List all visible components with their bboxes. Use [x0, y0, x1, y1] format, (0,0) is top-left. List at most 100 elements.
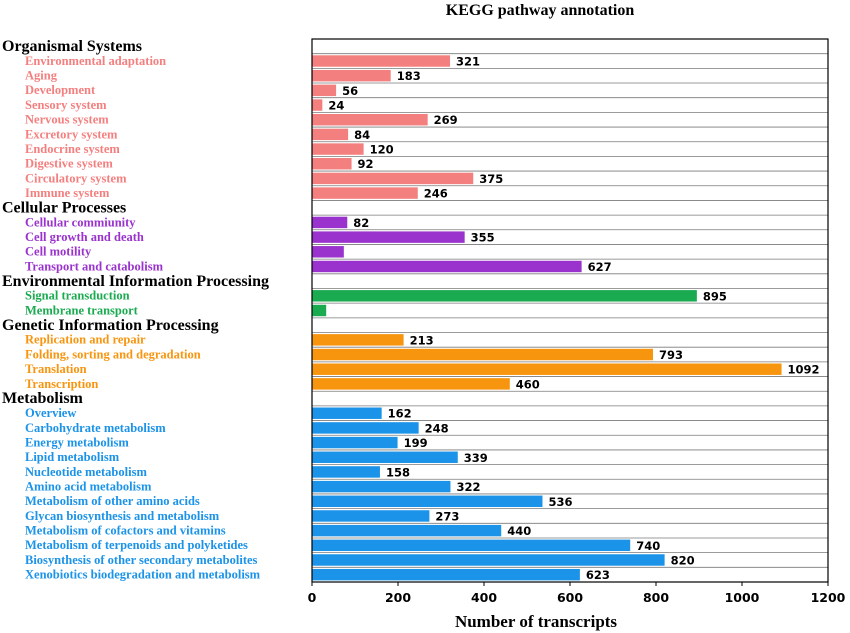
value-label-glycan-biosynthesis-and-metabolism: 273: [435, 509, 459, 523]
x-axis-label: Number of transcripts: [455, 612, 617, 631]
value-label-excretory-system: 84: [354, 128, 370, 142]
category-label-amino-acid-metabolism: Amino acid metabolism: [25, 479, 152, 493]
group-label-environmental-information-processing: Environmental Information Processing: [2, 273, 269, 290]
x-tick-label: 1200: [811, 590, 846, 605]
category-label-signal-transduction: Signal transduction: [25, 289, 130, 303]
category-label-glycan-biosynthesis-and-metabolism: Glycan biosynthesis and metabolism: [25, 509, 220, 523]
value-label-metabolism-of-terpenoids-and-polyketides: 740: [636, 539, 660, 553]
bar-environmental-adaptation: [312, 55, 451, 67]
category-label-replication-and-repair: Replication and repair: [25, 333, 146, 347]
category-label-metabolism-of-other-amino-acids: Metabolism of other amino acids: [25, 494, 200, 508]
group-label-organismal-systems: Organismal Systems: [2, 38, 142, 55]
value-label-metabolism-of-cofactors-and-vitamins: 440: [507, 524, 531, 538]
group-label-genetic-information-processing: Genetic Information Processing: [2, 317, 219, 334]
value-label-replication-and-repair: 213: [410, 333, 434, 347]
value-label-immune-system: 246: [424, 187, 448, 201]
bar-transcription: [312, 378, 510, 390]
category-label-development: Development: [25, 83, 96, 97]
bar-biosynthesis-of-other-secondary-metabolites: [312, 554, 665, 566]
value-label-translation: 1092: [788, 363, 820, 377]
x-tick-label: 1000: [725, 590, 760, 605]
bar-overview: [312, 407, 382, 419]
value-label-energy-metabolism: 199: [404, 436, 428, 450]
value-label-circulatory-system: 375: [479, 172, 503, 186]
value-label-carbohydrate-metabolism: 248: [425, 421, 449, 435]
value-label-xenobiotics-biodegradation-and-metabolism: 623: [586, 568, 610, 582]
group-label-metabolism: Metabolism: [2, 390, 84, 407]
bar-membrane-transport: [312, 304, 327, 317]
group-labels: Organismal Systems Cellular Processes Envi…: [2, 38, 269, 407]
category-label-environmental-adaptation: Environmental adaptation: [25, 54, 166, 68]
category-label-sensory-system: Sensory system: [25, 98, 107, 112]
category-label-xenobiotics-biodegradation-and-metabolism: Xenobiotics biodegradation and metabolis…: [25, 568, 261, 582]
bar-signal-transduction: [312, 290, 697, 302]
category-label-aging: Aging: [25, 69, 58, 83]
category-label-digestive-system: Digestive system: [25, 157, 113, 171]
value-label-transcription: 460: [516, 377, 540, 391]
category-label-overview: Overview: [25, 406, 76, 420]
bar-metabolism-of-other-amino-acids: [312, 495, 543, 508]
x-axis: 0 200 400 600 800 1000 1200: [308, 582, 846, 605]
bar-translation: [312, 363, 782, 375]
bar-metabolism-of-terpenoids-and-polyketides: [312, 539, 631, 552]
x-tick-label: 0: [308, 590, 317, 605]
bar-lipid-metabolism: [312, 451, 458, 463]
value-label-nervous-system: 269: [434, 113, 458, 127]
category-label-cellular-commiunity: Cellular commiunity: [25, 215, 136, 229]
bar-energy-metabolism: [312, 436, 398, 449]
bar-circulatory-system: [312, 172, 474, 185]
value-label-environmental-adaptation: 321: [456, 55, 480, 69]
value-label-folding-sorting-and-degradation: 793: [659, 348, 683, 362]
value-label-metabolism-of-other-amino-acids: 536: [548, 495, 572, 509]
bar-replication-and-repair: [312, 334, 404, 346]
bar-excretory-system: [312, 128, 349, 141]
chart-title: KEGG pathway annotation: [446, 2, 635, 19]
bar-immune-system: [312, 187, 418, 199]
category-label-membrane-transport: Membrane transport: [25, 303, 139, 317]
category-label-nucleotide-metabolism: Nucleotide metabolism: [25, 465, 147, 479]
category-label-carbohydrate-metabolism: Carbohydrate metabolism: [25, 421, 166, 435]
category-label-excretory-system: Excretory system: [25, 127, 118, 141]
category-label-transcription: Transcription: [25, 377, 98, 391]
value-label-endocrine-system: 120: [370, 143, 394, 157]
category-label-endocrine-system: Endocrine system: [25, 142, 120, 156]
value-label-signal-transduction: 895: [703, 289, 727, 303]
bar-cell-motility: [312, 246, 344, 258]
bar-aging: [312, 69, 391, 82]
value-label-aging: 183: [397, 69, 421, 83]
value-label-transport-and-catabolism: 627: [588, 260, 612, 274]
x-tick-label: 400: [471, 590, 497, 605]
category-label-cell-motility: Cell motility: [25, 245, 92, 259]
category-label-metabolism-of-terpenoids-and-polyketides: Metabolism of terpenoids and polyketides: [25, 538, 248, 552]
category-label-immune-system: Immune system: [25, 186, 110, 200]
category-label-metabolism-of-cofactors-and-vitamins: Metabolism of cofactors and vitamins: [25, 524, 226, 538]
bar-folding-sorting-and-degradation: [312, 348, 653, 361]
category-label-folding-sorting-and-degradation: Folding, sorting and degradation: [25, 347, 201, 361]
bar-development: [312, 84, 337, 97]
category-label-lipid-metabolism: Lipid metabolism: [25, 450, 120, 464]
value-label-lipid-metabolism: 339: [464, 451, 488, 465]
grid-lines: [312, 53, 828, 568]
category-label-cell-growth-and-death: Cell growth and death: [25, 230, 144, 244]
bar-digestive-system: [312, 158, 352, 170]
bar-sensory-system: [312, 99, 323, 111]
bars: [312, 55, 782, 581]
category-label-nervous-system: Nervous system: [25, 113, 109, 127]
value-label-overview: 162: [388, 407, 412, 421]
category-label-translation: Translation: [25, 362, 87, 376]
bar-metabolism-of-cofactors-and-vitamins: [312, 524, 502, 537]
x-tick-label: 200: [385, 590, 411, 605]
category-label-circulatory-system: Circulatory system: [25, 171, 127, 185]
bar-cellular-commiunity: [312, 216, 348, 229]
x-tick-label: 800: [643, 590, 669, 605]
group-label-cellular-processes: Cellular Processes: [2, 199, 126, 216]
x-tick-label: 600: [557, 590, 583, 605]
bar-glycan-biosynthesis-and-metabolism: [312, 510, 430, 522]
value-label-cellular-commiunity: 82: [353, 216, 369, 230]
bar-endocrine-system: [312, 143, 364, 155]
value-label-sensory-system: 24: [328, 99, 344, 113]
bar-transport-and-catabolism: [312, 260, 582, 273]
category-label-biosynthesis-of-other-secondary-metabolites: Biosynthesis of other secondary metaboli…: [25, 553, 258, 567]
category-label-transport-and-catabolism: Transport and catabolism: [25, 259, 164, 273]
